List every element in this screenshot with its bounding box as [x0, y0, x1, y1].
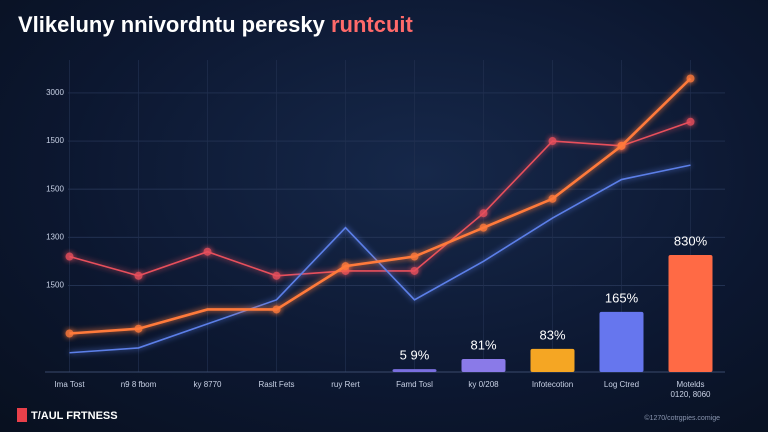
point	[134, 271, 143, 280]
chart-title: Vlikeluny nnivordntu peresky runtcuit	[18, 12, 414, 37]
x-tick-label: ruy Rert	[331, 380, 360, 389]
y-tick-label: 1500	[46, 281, 64, 290]
bar	[461, 358, 506, 372]
line	[69, 164, 691, 354]
point	[410, 266, 419, 275]
point	[548, 137, 557, 146]
bar-label: 830%	[674, 233, 708, 248]
line	[69, 77, 692, 335]
y-tick-label: 1500	[46, 136, 64, 145]
y-tick-label: 1500	[46, 184, 64, 193]
x-tick-label: Infotecotion	[531, 380, 574, 389]
y-tick-label: 3000	[46, 88, 64, 97]
point	[548, 194, 557, 203]
brand: T/AUL FRTNESS	[31, 410, 118, 422]
x-tick-label: ky 8770	[193, 380, 222, 389]
bar-label: 165%	[605, 290, 639, 305]
bar-label: 81%	[470, 337, 496, 352]
point	[65, 329, 74, 338]
x-tick-label: Log Ctred	[603, 380, 640, 389]
x-tick-label: Ima Tost	[54, 380, 85, 389]
point	[341, 262, 350, 271]
point	[203, 247, 212, 256]
point	[272, 305, 281, 314]
x-tick-label: Motelds 0120, 8060	[670, 380, 711, 399]
y-tick-label: 1300	[46, 232, 64, 241]
point	[272, 271, 281, 280]
title-highlight: runtcuit	[331, 12, 414, 37]
title: Vlikeluny nnivordntu peresky	[18, 12, 331, 37]
x-tick-label: ky 0/208	[468, 380, 499, 389]
point	[65, 252, 74, 261]
bar-label: 5 9%	[400, 348, 430, 363]
point	[410, 252, 419, 261]
bar	[668, 255, 713, 372]
bar	[392, 369, 437, 372]
x-tick-label: Famd Tosl	[396, 380, 433, 389]
line	[69, 121, 691, 277]
point	[134, 324, 143, 333]
point	[479, 223, 488, 232]
point	[479, 209, 488, 218]
x-tick-label: n9 8 fbom	[120, 380, 157, 389]
point	[617, 141, 626, 150]
source: ©1270/cotrgpies.comige	[644, 414, 720, 422]
bar	[599, 311, 644, 372]
brand-icon	[17, 408, 27, 422]
bar-label: 83%	[539, 327, 565, 342]
point	[686, 117, 695, 126]
x-tick-label: Raslt Fets	[258, 380, 295, 389]
bar	[530, 348, 575, 372]
point	[686, 74, 695, 83]
